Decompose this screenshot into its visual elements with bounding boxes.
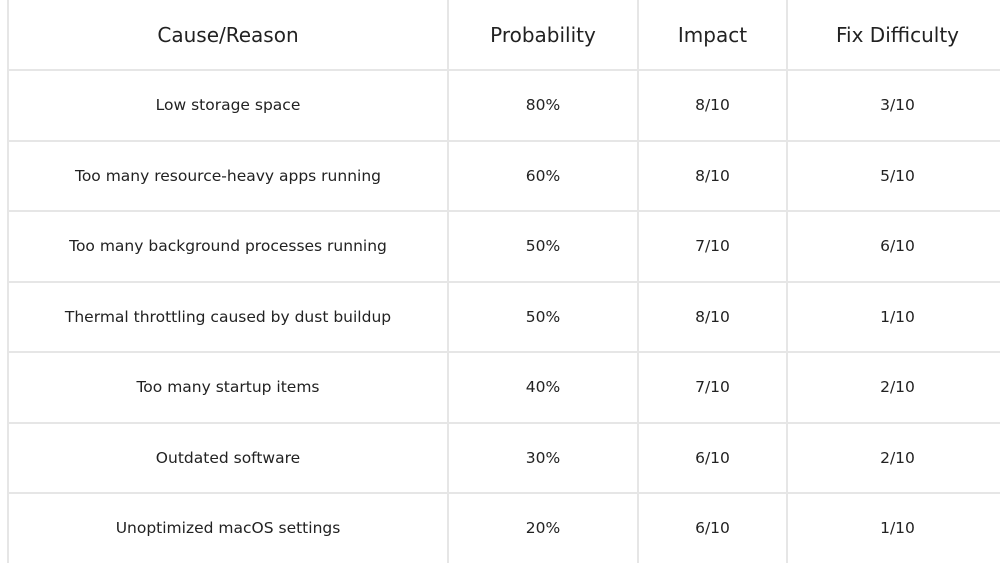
fix-difficulty-cell: 2/10 bbox=[786, 351, 1000, 424]
probability-cell: 50% bbox=[447, 210, 639, 283]
impact-cell: 7/10 bbox=[637, 210, 788, 283]
table-row: Outdated software 30% 6/10 2/10 bbox=[7, 421, 1000, 494]
cause-cell: Too many background processes running bbox=[7, 210, 449, 283]
fix-difficulty-cell: 6/10 bbox=[786, 210, 1000, 283]
probability-cell: 60% bbox=[447, 139, 639, 212]
header-probability: Probability bbox=[447, 0, 639, 71]
cause-cell: Too many resource-heavy apps running bbox=[7, 139, 449, 212]
fix-difficulty-cell: 3/10 bbox=[786, 69, 1000, 142]
cause-cell: Thermal throttling caused by dust buildu… bbox=[7, 280, 449, 353]
table-row: Too many background processes running 50… bbox=[7, 210, 1000, 283]
impact-cell: 8/10 bbox=[637, 139, 788, 212]
table-body: Low storage space 80% 8/10 3/10 Too many… bbox=[7, 69, 1000, 563]
cause-cell: Too many startup items bbox=[7, 351, 449, 424]
cause-cell: Unoptimized macOS settings bbox=[7, 492, 449, 563]
fix-difficulty-cell: 1/10 bbox=[786, 280, 1000, 353]
impact-cell: 7/10 bbox=[637, 351, 788, 424]
table-row: Too many startup items 40% 7/10 2/10 bbox=[7, 351, 1000, 424]
table-row: Low storage space 80% 8/10 3/10 bbox=[7, 69, 1000, 142]
header-impact: Impact bbox=[637, 0, 788, 71]
table-row: Too many resource-heavy apps running 60%… bbox=[7, 139, 1000, 212]
probability-cell: 80% bbox=[447, 69, 639, 142]
probability-cell: 40% bbox=[447, 351, 639, 424]
causes-table: Cause/Reason Probability Impact Fix Diff… bbox=[7, 0, 1000, 563]
header-row: Cause/Reason Probability Impact Fix Diff… bbox=[7, 0, 1000, 71]
impact-cell: 6/10 bbox=[637, 492, 788, 563]
fix-difficulty-cell: 2/10 bbox=[786, 421, 1000, 494]
table-row: Unoptimized macOS settings 20% 6/10 1/10 bbox=[7, 492, 1000, 563]
impact-cell: 6/10 bbox=[637, 421, 788, 494]
cause-cell: Outdated software bbox=[7, 421, 449, 494]
cause-cell: Low storage space bbox=[7, 69, 449, 142]
fix-difficulty-cell: 5/10 bbox=[786, 139, 1000, 212]
probability-cell: 30% bbox=[447, 421, 639, 494]
header-cause: Cause/Reason bbox=[7, 0, 449, 71]
probability-cell: 20% bbox=[447, 492, 639, 563]
table-row: Thermal throttling caused by dust buildu… bbox=[7, 280, 1000, 353]
table-header: Cause/Reason Probability Impact Fix Diff… bbox=[7, 0, 1000, 71]
impact-cell: 8/10 bbox=[637, 69, 788, 142]
probability-cell: 50% bbox=[447, 280, 639, 353]
fix-difficulty-cell: 1/10 bbox=[786, 492, 1000, 563]
header-fix-difficulty: Fix Difficulty bbox=[786, 0, 1000, 71]
impact-cell: 8/10 bbox=[637, 280, 788, 353]
